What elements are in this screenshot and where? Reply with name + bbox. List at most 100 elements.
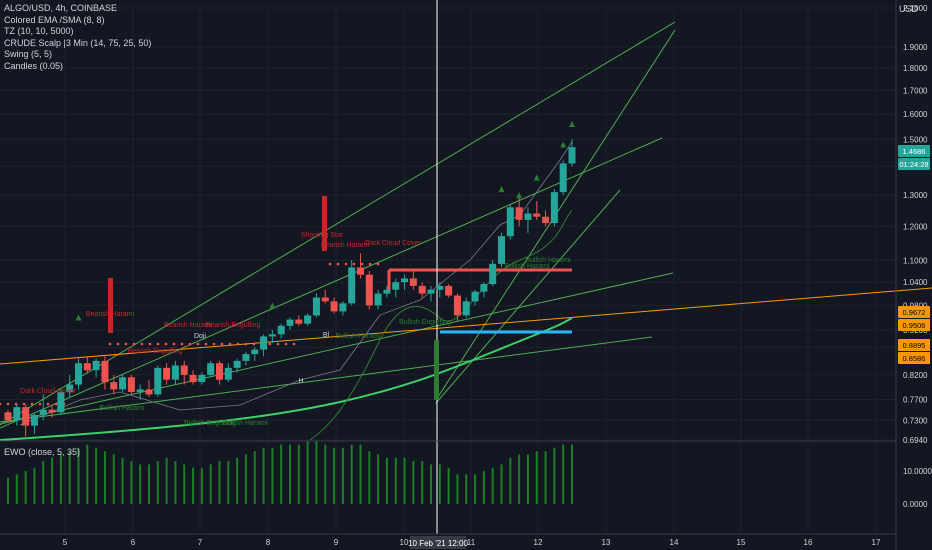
ewo-bar bbox=[112, 454, 115, 504]
level-dot bbox=[236, 342, 240, 346]
ewo-bar bbox=[59, 454, 62, 504]
ewo-bar bbox=[553, 447, 556, 504]
trendline bbox=[0, 287, 932, 365]
candle-body bbox=[436, 285, 444, 290]
level-dot bbox=[376, 262, 380, 266]
ewo-label[interactable]: EWO (close, 5, 35) bbox=[4, 447, 81, 457]
ewo-bar bbox=[474, 474, 477, 504]
price-tick-label: 1.6000 bbox=[903, 110, 928, 119]
candle-body bbox=[471, 291, 479, 302]
sell-arrow bbox=[108, 278, 113, 333]
time-tick-label: 15 bbox=[737, 538, 746, 547]
candle-body bbox=[418, 285, 426, 294]
bullish-pattern-label: Bullish Engulfing bbox=[184, 420, 236, 427]
indicator-crude[interactable]: CRUDE Scalp |3 Min (14, 75, 25, 50) bbox=[4, 37, 152, 48]
time-tick-label: 8 bbox=[266, 538, 271, 547]
up-triangle bbox=[516, 192, 523, 199]
candle-body bbox=[75, 363, 82, 385]
time-tick-label: 12 bbox=[534, 538, 543, 547]
price-tick-label: 0.7300 bbox=[903, 416, 928, 425]
time-tick-label: 13 bbox=[602, 538, 611, 547]
trendlines bbox=[0, 0, 932, 534]
ewo-bar bbox=[289, 444, 291, 504]
level-dot bbox=[148, 342, 152, 346]
ewo-bar bbox=[544, 451, 547, 504]
indicator-swing[interactable]: Swing (5, 5) bbox=[4, 49, 53, 59]
candle-body bbox=[321, 297, 329, 302]
ewo-bar bbox=[130, 461, 133, 504]
time-tick-label: 14 bbox=[670, 538, 679, 547]
trendline bbox=[0, 336, 653, 423]
price-badge bbox=[898, 158, 930, 170]
indicator-ema[interactable]: Colored EMA /SMA (8, 8) bbox=[4, 14, 105, 25]
ewo-bar bbox=[15, 474, 18, 504]
crosshair-time-badge bbox=[410, 536, 466, 549]
candle-body bbox=[136, 389, 144, 392]
candle-body bbox=[92, 360, 100, 371]
candle-body bbox=[13, 407, 21, 421]
ewo-bar bbox=[377, 454, 380, 504]
ewo-bar bbox=[209, 464, 212, 504]
candle-body bbox=[127, 377, 135, 392]
ewo-bar bbox=[359, 444, 362, 504]
symbol-title[interactable]: ALGO/USD, 4h, COINBASE bbox=[4, 3, 118, 13]
level-dot bbox=[22, 402, 26, 406]
bearish-pattern-label: Shooting Star bbox=[301, 232, 344, 239]
price-tick-label: 0.9800 bbox=[903, 301, 928, 310]
indicator-tz[interactable]: TZ (10, 10, 5000) bbox=[4, 26, 74, 36]
up-triangle bbox=[533, 174, 540, 181]
level-dot bbox=[276, 342, 280, 346]
price-tick-label: 1.0400 bbox=[903, 278, 928, 287]
candle-body bbox=[462, 301, 470, 316]
level-dot bbox=[6, 402, 10, 406]
level-dot bbox=[212, 342, 216, 346]
ewo-bar bbox=[465, 474, 468, 504]
price-badge bbox=[898, 339, 930, 351]
bullish-pattern-label: Bullish Engulfing bbox=[399, 319, 451, 326]
ewo-bar bbox=[491, 467, 494, 504]
ewo-bar bbox=[438, 464, 441, 504]
candle-body bbox=[207, 363, 215, 375]
price-tick-label: 1.3000 bbox=[903, 191, 928, 200]
price-tick-label: 0.8200 bbox=[903, 371, 928, 380]
level-dot bbox=[164, 342, 168, 346]
ewo-bar bbox=[571, 444, 573, 504]
price-badge-label: 0.8586 bbox=[903, 354, 926, 363]
price-badge bbox=[898, 352, 930, 364]
ewo-bar bbox=[306, 441, 309, 504]
candle-body bbox=[180, 365, 188, 375]
candle-body bbox=[57, 391, 65, 413]
ewo-bar bbox=[509, 457, 512, 504]
chart-legend: ALGO/USD, 4h, COINBASE Colored EMA /SMA … bbox=[4, 3, 151, 72]
ewo-bar bbox=[174, 461, 177, 504]
bearish-pattern-label: Dark Cloud Cover bbox=[365, 240, 421, 247]
candle-body bbox=[171, 365, 179, 380]
bearish-pattern-label: Dark Cloud Cover bbox=[20, 388, 76, 395]
ewo-bar bbox=[24, 471, 27, 504]
candle-body bbox=[286, 319, 294, 326]
candle-body bbox=[216, 363, 223, 380]
candle-body bbox=[392, 282, 400, 290]
ewo-bar bbox=[148, 464, 150, 504]
time-tick-label: 10 bbox=[400, 538, 409, 547]
ema-curve bbox=[0, 317, 573, 441]
candles bbox=[4, 139, 576, 437]
candle-body bbox=[295, 319, 303, 324]
level-dot bbox=[46, 402, 50, 406]
level-dot bbox=[172, 342, 176, 346]
candle-body bbox=[242, 354, 250, 361]
indicator-candles[interactable]: Candles (0.05) bbox=[4, 60, 64, 71]
candle-body bbox=[348, 267, 356, 304]
ewo-bar bbox=[139, 464, 142, 504]
candle-body bbox=[445, 285, 453, 296]
level-dot bbox=[54, 402, 58, 406]
candle-body bbox=[110, 382, 118, 390]
pattern-label: H bbox=[298, 378, 303, 385]
candle-body bbox=[4, 412, 12, 421]
buy-arrow bbox=[434, 340, 439, 400]
candle-body bbox=[339, 303, 347, 312]
candle-body bbox=[224, 367, 232, 380]
price-tick-label: 1.7000 bbox=[903, 86, 928, 95]
